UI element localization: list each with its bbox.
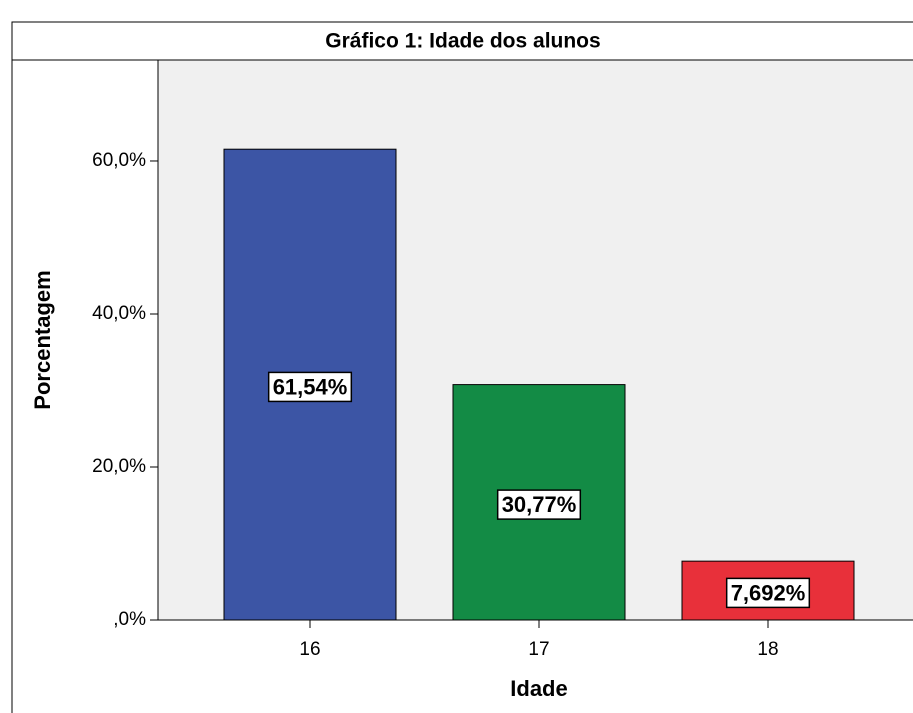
y-axis-title: Porcentagem	[30, 270, 55, 409]
y-tick-label: 20,0%	[92, 456, 146, 477]
value-label: 30,77%	[502, 492, 577, 517]
y-tick-label: ,0%	[113, 609, 146, 630]
x-tick-label: 18	[757, 639, 778, 660]
y-tick-label: 60,0%	[92, 150, 146, 171]
x-tick-label: 17	[528, 639, 549, 660]
value-label-box	[725, 577, 811, 609]
x-tick-label: 16	[299, 639, 320, 660]
y-tick-label: 40,0%	[92, 303, 146, 324]
value-label: 61,54%	[273, 374, 348, 399]
value-label: 7,692%	[731, 580, 806, 605]
value-label-box	[496, 489, 582, 520]
x-axis-title: Idade	[510, 676, 567, 701]
chart-title: Gráfico 1: Idade dos alunos	[325, 30, 600, 53]
value-label-box	[267, 371, 353, 403]
